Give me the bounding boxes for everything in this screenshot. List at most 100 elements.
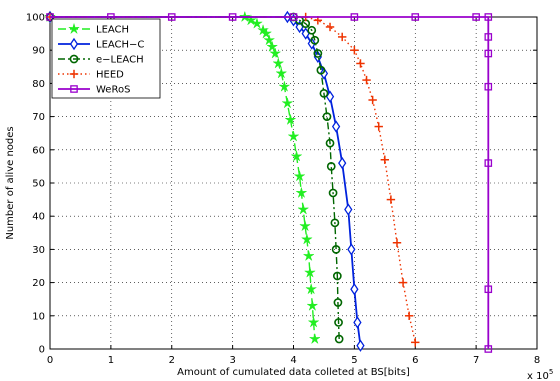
star-marker [290, 150, 303, 162]
star-marker [275, 67, 288, 79]
star-marker [307, 316, 320, 328]
x-tick-label: 5 [351, 355, 357, 366]
circle-marker [330, 218, 340, 228]
diamond-marker [319, 67, 329, 80]
plus-marker [325, 22, 335, 32]
diamond-marker [307, 37, 316, 50]
legend-label: e−LEACH [96, 55, 144, 66]
legend-item: WeRoS [58, 85, 130, 96]
star-marker [293, 169, 306, 182]
circle-marker [310, 35, 320, 45]
diamond-marker [69, 37, 79, 51]
legend-label: LEACH [96, 25, 129, 36]
y-tick-label: 30 [32, 245, 45, 256]
star-marker [308, 332, 321, 345]
series-line [50, 16, 362, 346]
series-4 [46, 13, 493, 353]
circle-marker [325, 138, 335, 148]
square-marker [484, 13, 493, 21]
star-marker [266, 40, 279, 53]
circle-marker [307, 25, 317, 35]
star-marker [281, 96, 294, 109]
circle-marker [334, 318, 343, 327]
star-marker [263, 33, 276, 46]
circle-marker [334, 334, 344, 344]
circle-marker [69, 54, 79, 64]
diamond-marker [338, 156, 347, 170]
star-marker [300, 233, 313, 245]
circle-marker [319, 88, 329, 98]
x-tick-label: 3 [229, 355, 235, 366]
legend: LEACH LEACH−C e−LEACH HEED WeRoS [51, 18, 161, 99]
plus-marker [356, 59, 365, 68]
x-axis-multiplier: x 105 [527, 368, 553, 381]
circle-marker [313, 49, 323, 58]
star-marker [287, 130, 300, 142]
legend-label: WeRoS [96, 85, 130, 96]
y-tick-label: 70 [32, 112, 45, 123]
plus-marker [362, 75, 371, 85]
x-tick-label: 2 [169, 355, 175, 366]
y-tick-label: 100 [26, 13, 45, 24]
plus-marker [411, 338, 420, 347]
star-marker [260, 27, 273, 39]
square-marker [350, 13, 359, 21]
legend-item: LEACH−C [58, 37, 144, 51]
star-marker [272, 57, 285, 69]
plus-marker [368, 95, 377, 105]
star-marker [284, 113, 297, 126]
star-marker [278, 80, 291, 92]
plus-marker [386, 195, 396, 204]
diamond-marker [347, 243, 356, 256]
star-marker [67, 22, 81, 35]
legend-item: e−LEACH [58, 55, 144, 66]
x-tick-label: 7 [473, 355, 479, 366]
x-tick-label: 8 [534, 355, 540, 366]
y-tick-label: 0 [39, 345, 45, 356]
y-axis-label: Number of alive nodes [5, 126, 16, 239]
star-marker [305, 282, 318, 295]
circle-marker [326, 162, 336, 171]
plus-marker [69, 69, 79, 79]
y-tick-label: 80 [32, 79, 45, 90]
square-marker [484, 345, 493, 353]
star-marker [303, 266, 317, 278]
series-line [50, 16, 490, 349]
series-3 [45, 12, 420, 347]
circle-marker [331, 245, 341, 254]
x-tick-label: 6 [412, 355, 418, 366]
y-tick-label: 20 [32, 278, 45, 289]
y-tick-label: 10 [32, 311, 45, 322]
x-tick-label: 1 [108, 355, 114, 366]
series-group [43, 10, 493, 353]
star-marker [295, 186, 308, 199]
circle-marker [316, 65, 326, 75]
star-marker [269, 47, 282, 59]
plus-marker [392, 238, 402, 247]
x-tick-label: 0 [47, 355, 53, 366]
plus-marker [398, 278, 408, 287]
diamond-marker [350, 283, 359, 296]
y-tick-label: 90 [32, 46, 45, 57]
plus-marker [374, 122, 383, 131]
square-marker [167, 13, 176, 21]
legend-label: LEACH−C [96, 40, 144, 51]
diamond-marker [344, 203, 353, 216]
square-marker [484, 285, 493, 294]
square-marker [70, 85, 78, 93]
plus-marker [380, 155, 390, 164]
legend-item: LEACH [58, 22, 129, 36]
square-marker [472, 13, 480, 21]
circle-marker [322, 112, 332, 121]
square-marker [484, 82, 493, 91]
star-marker [297, 203, 310, 215]
square-marker [46, 13, 54, 21]
star-marker [298, 219, 312, 232]
star-marker [306, 299, 319, 312]
diamond-marker [353, 316, 362, 329]
square-marker [484, 33, 493, 41]
square-marker [411, 13, 420, 21]
diamond-marker [331, 120, 341, 133]
square-marker [484, 49, 493, 58]
